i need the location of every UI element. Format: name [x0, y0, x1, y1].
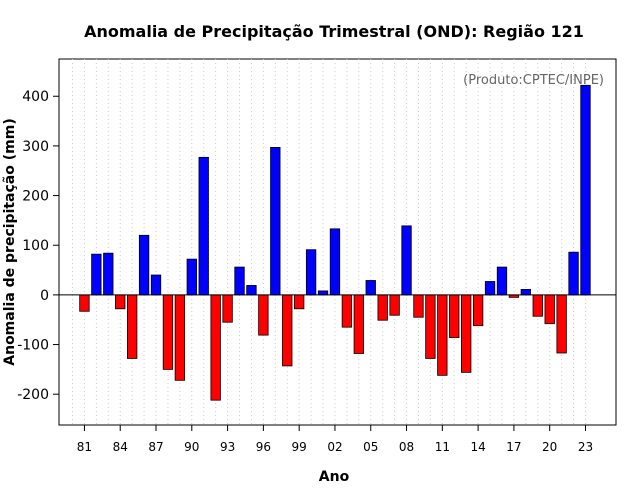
x-tick-label: 23	[578, 440, 593, 454]
chart-title: Anomalia de Precipitação Trimestral (OND…	[84, 22, 584, 41]
bar-2006	[377, 294, 388, 321]
grid-lines	[72, 59, 586, 425]
bar-2021	[556, 294, 567, 354]
plot-frame	[58, 58, 617, 426]
bar-2020	[544, 294, 555, 325]
x-tick-label: 96	[256, 440, 271, 454]
x-tick-label: 05	[363, 440, 378, 454]
y-tick-label: 200	[22, 189, 49, 205]
x-tick-label: 14	[470, 440, 485, 454]
bar-2011	[437, 294, 448, 376]
bar-2010	[425, 294, 436, 359]
x-tick-label: 90	[184, 440, 199, 454]
bar-2009	[413, 294, 424, 318]
bar-1992	[210, 294, 221, 401]
bar-2012	[449, 294, 460, 338]
bar-2003	[341, 294, 353, 328]
bar-1983	[103, 252, 114, 296]
bar-2016	[496, 266, 508, 296]
y-tick-label: -200	[17, 387, 49, 403]
bar-1987	[150, 274, 162, 296]
bar-2001	[317, 290, 329, 296]
x-tick-label: 84	[113, 440, 128, 454]
bar-2002	[329, 228, 341, 296]
y-tick-label: 400	[22, 89, 49, 105]
y-tick-label: -100	[17, 338, 49, 354]
bar-1982	[91, 253, 102, 296]
x-tick-label: 81	[77, 440, 92, 454]
x-tick-label: 02	[327, 440, 342, 454]
x-axis: 81 84 87 90 93 96 99 02 05 08 11 14 17 20 23	[77, 425, 593, 454]
x-tick-label: 20	[542, 440, 557, 454]
bar-2008	[401, 225, 412, 296]
x-tick-label: 93	[220, 440, 235, 454]
bar-2007	[389, 294, 400, 316]
x-tick-label: 08	[399, 440, 414, 454]
y-tick-label: 100	[22, 238, 49, 254]
bars	[79, 84, 591, 401]
y-axis: -200 -100 0 100 200 300 400	[17, 89, 59, 403]
bar-1991	[198, 156, 209, 296]
x-tick-label: 17	[506, 440, 521, 454]
bar-1997	[270, 146, 281, 296]
source-annotation: (Produto:CPTEC/INPE)	[463, 73, 604, 88]
x-axis-label: Ano	[319, 469, 350, 485]
bar-1994	[234, 266, 245, 296]
x-tick-label: 11	[435, 440, 450, 454]
y-axis-label: Anomalia de precipitação (mm)	[2, 118, 18, 365]
bar-2015	[484, 281, 496, 296]
bar-1981	[79, 294, 90, 312]
bar-2014	[472, 294, 484, 327]
bar-1984	[115, 294, 126, 310]
bar-1985	[127, 294, 138, 359]
x-tick-label: 99	[292, 440, 307, 454]
bar-1995	[246, 285, 257, 296]
bar-2013	[461, 294, 472, 373]
bar-1996	[258, 294, 269, 336]
bar-1989	[174, 294, 186, 381]
bar-2019	[532, 294, 543, 317]
x-tick-label: 87	[148, 440, 163, 454]
bar-1988	[162, 294, 174, 370]
bar-2004	[353, 294, 364, 354]
bar-1998	[282, 294, 293, 367]
bar-1986	[138, 234, 150, 296]
bar-1993	[222, 294, 233, 323]
y-tick-label: 300	[22, 139, 49, 155]
bar-2022	[568, 251, 579, 296]
bar-1990	[186, 258, 197, 296]
bar-2005	[365, 280, 376, 296]
bar-2018	[520, 289, 531, 296]
bar-1999	[294, 294, 305, 310]
bar-2023	[580, 84, 591, 296]
y-tick-label: 0	[40, 288, 49, 304]
bar-2000	[305, 249, 317, 296]
